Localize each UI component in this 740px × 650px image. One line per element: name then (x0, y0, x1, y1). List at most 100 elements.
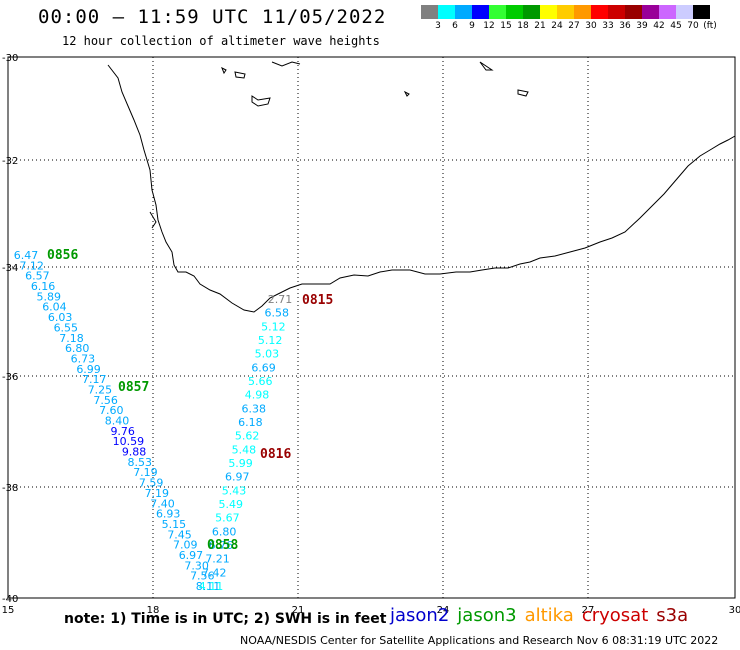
pass-time-label: 0856 (47, 248, 78, 263)
satellite-legend: jason2 jason3 altika cryosat s3a (390, 605, 696, 626)
colorbar-label: 30 (585, 21, 597, 31)
wave-height-label: 6.03 (48, 311, 73, 324)
colorbar-label: (ft) (703, 21, 717, 31)
wave-height-label: 6.16 (31, 280, 56, 293)
pass-time-label: 0815 (302, 293, 333, 308)
colorbar-swatch (438, 5, 455, 19)
lat-tick-label: -32 (2, 156, 18, 167)
wave-height-label: 7.18 (59, 332, 84, 345)
pass-time-label: 0816 (260, 447, 291, 462)
colorbar (421, 5, 710, 19)
colorbar-label: 45 (670, 21, 682, 31)
colorbar-swatch (455, 5, 472, 19)
wave-height-label: 4.11 (199, 580, 224, 593)
satellite-legend-item: jason2 (390, 605, 450, 626)
wave-height-label: 9.88 (122, 446, 147, 459)
wave-height-label: 10.59 (113, 435, 145, 448)
wave-height-label: 6.47 (14, 249, 39, 262)
colorbar-swatch (489, 5, 506, 19)
wave-height-label: 7.56 (190, 570, 215, 583)
pass-time-labels: 0856 0857 0858 0815 0816 (47, 248, 333, 553)
map-frame (7, 56, 736, 599)
lon-tick-label: 30 (729, 605, 740, 616)
coast-inlet (149, 211, 157, 229)
lat-tick-label: -34 (2, 263, 18, 274)
island (479, 61, 494, 71)
colorbar-swatch (523, 5, 540, 19)
wave-height-label: 6.57 (25, 270, 50, 283)
island (403, 90, 410, 97)
colorbar-label: 21 (534, 21, 546, 31)
wave-height-label: 7.42 (202, 566, 227, 579)
wave-height-label: 6.97 (225, 471, 250, 484)
colorbar-swatch (421, 5, 438, 19)
lat-tick-label: -38 (2, 483, 18, 494)
wave-height-label: 4.98 (245, 389, 270, 402)
island (271, 61, 301, 67)
wave-height-label: 6.76 (209, 539, 234, 552)
page-subtitle: 12 hour collection of altimeter wave hei… (62, 34, 380, 48)
wave-height-label: 7.40 (150, 497, 175, 510)
wave-height-label: 6.80 (212, 525, 237, 538)
colorbar-label: 42 (653, 21, 665, 31)
island (234, 71, 246, 79)
wave-height-label: 7.56 (93, 394, 118, 407)
satellite-legend-item: cryosat (581, 605, 649, 626)
wave-height-label: 5.48 (232, 443, 257, 456)
altimeter-track-east: 2.716.585.125.125.036.695.664.986.386.18… (199, 293, 293, 593)
wave-height-label: 6.55 (54, 321, 79, 334)
colorbar-label: 6 (452, 21, 458, 31)
wave-height-label: 7.30 (184, 559, 209, 572)
colorbar-label: 3 (435, 21, 441, 31)
colorbar-swatch (659, 5, 676, 19)
wave-height-label: 8.11 (196, 580, 221, 593)
wave-height-label: 5.62 (235, 430, 260, 443)
colorbar-swatch (642, 5, 659, 19)
note-text: note: 1) Time is in UTC; 2) SWH is in fe… (64, 611, 387, 627)
axis-labels: 15 18 21 24 27 30 -30 -32 -34 -36 -38 -40 (2, 53, 740, 616)
colorbar-label: 39 (636, 21, 648, 31)
satellite-legend-item: altika (524, 605, 574, 626)
colorbar-swatch (591, 5, 608, 19)
wave-height-label: 7.19 (133, 466, 158, 479)
lat-tick-label: -36 (2, 372, 18, 383)
wave-height-label: 7.19 (145, 487, 170, 500)
colorbar-swatch (540, 5, 557, 19)
wave-height-label: 7.59 (139, 477, 164, 490)
satellite-legend-item: jason3 (457, 605, 517, 626)
wave-height-label: 6.97 (179, 549, 204, 562)
wave-height-label: 7.25 (88, 383, 113, 396)
wave-height-label: 5.99 (228, 457, 253, 470)
lon-tick-label: 24 (437, 605, 450, 616)
wave-height-label: 7.60 (99, 404, 124, 417)
map-grid (8, 57, 735, 598)
wave-height-label: 6.58 (264, 307, 289, 320)
lon-tick-label: 27 (582, 605, 595, 616)
wave-height-label: 6.38 (241, 402, 266, 415)
wave-height-label: 7.09 (173, 539, 198, 552)
wave-height-label: 7.21 (205, 553, 230, 566)
colorbar-label: 36 (619, 21, 631, 31)
wave-height-label: 6.93 (156, 508, 181, 521)
wave-height-label: 8.53 (128, 456, 153, 469)
lon-tick-label: 18 (147, 605, 160, 616)
wave-height-label: 5.89 (37, 290, 62, 303)
wave-height-label: 6.69 (251, 361, 276, 374)
wave-height-label: 5.66 (248, 375, 273, 388)
pass-time-label: 0857 (118, 380, 149, 395)
wave-height-label: 6.99 (76, 363, 101, 376)
colorbar-swatch (472, 5, 489, 19)
page-title: 00:00 – 11:59 UTC 11/05/2022 (38, 6, 387, 28)
colorbar-label: 18 (517, 21, 529, 31)
colorbar-label: 15 (500, 21, 512, 31)
island (221, 66, 227, 75)
wave-height-label: 7.17 (82, 373, 107, 386)
wave-height-label: 5.49 (218, 498, 243, 511)
wave-height-label: 7.12 (19, 259, 44, 272)
lon-tick-label: 21 (292, 605, 305, 616)
coastline (107, 64, 736, 313)
wave-height-label: 7.45 (167, 528, 192, 541)
wave-height-label: 6.80 (65, 342, 90, 355)
wave-height-label: 6.18 (238, 416, 263, 429)
